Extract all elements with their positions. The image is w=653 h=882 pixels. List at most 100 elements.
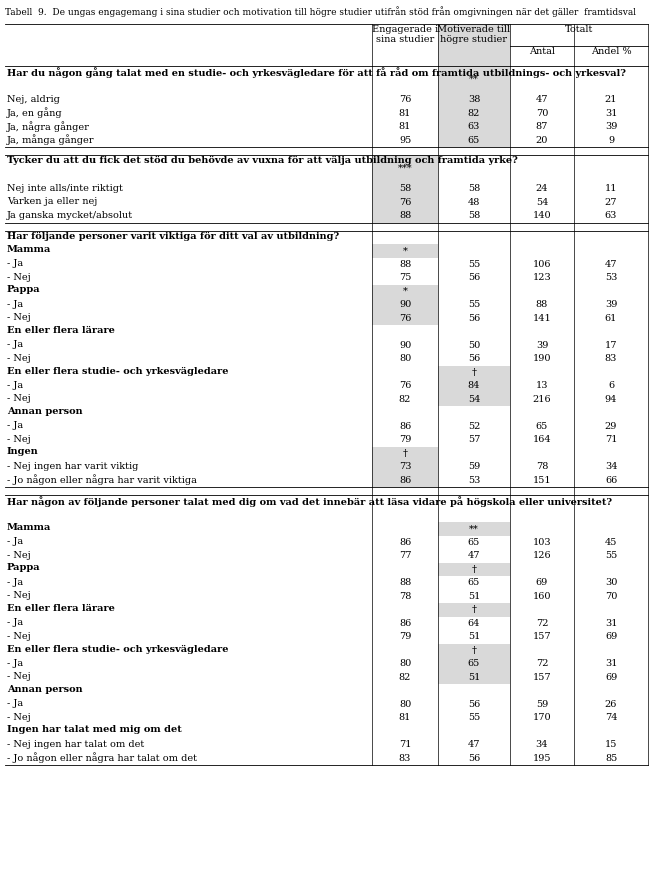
Text: 160: 160 bbox=[533, 592, 551, 601]
Bar bbox=[372, 311, 438, 325]
Bar bbox=[372, 285, 438, 298]
Text: 58: 58 bbox=[468, 184, 480, 193]
Text: En eller flera lärare: En eller flera lärare bbox=[7, 604, 115, 613]
Text: 216: 216 bbox=[533, 395, 551, 404]
Text: 69: 69 bbox=[605, 673, 617, 682]
Text: 39: 39 bbox=[605, 123, 617, 131]
Text: 55: 55 bbox=[468, 260, 480, 269]
Bar bbox=[372, 446, 438, 460]
Bar bbox=[438, 24, 510, 66]
Text: - Nej ingen har talat om det: - Nej ingen har talat om det bbox=[7, 740, 144, 749]
Text: 70: 70 bbox=[536, 108, 548, 118]
Text: 83: 83 bbox=[399, 754, 411, 763]
Text: 126: 126 bbox=[533, 551, 551, 560]
Text: 65: 65 bbox=[468, 659, 480, 669]
Text: Ja, några gånger: Ja, några gånger bbox=[7, 121, 90, 131]
Bar bbox=[438, 657, 510, 670]
Text: 54: 54 bbox=[536, 198, 548, 206]
Text: 141: 141 bbox=[533, 314, 551, 323]
Text: Mamma: Mamma bbox=[7, 245, 52, 254]
Text: 157: 157 bbox=[533, 673, 551, 682]
Text: Har följande personer varit viktiga för ditt val av utbildning?: Har följande personer varit viktiga för … bbox=[7, 231, 340, 241]
Text: 13: 13 bbox=[535, 381, 549, 390]
Text: 34: 34 bbox=[605, 462, 617, 471]
Text: 69: 69 bbox=[536, 579, 548, 587]
Text: - Ja: - Ja bbox=[7, 578, 23, 587]
Bar bbox=[372, 182, 438, 196]
Text: 79: 79 bbox=[399, 632, 411, 641]
Text: 55: 55 bbox=[605, 551, 617, 560]
Text: 59: 59 bbox=[536, 699, 548, 709]
Bar bbox=[438, 670, 510, 684]
Text: 26: 26 bbox=[605, 699, 617, 709]
Bar bbox=[438, 365, 510, 379]
Text: 82: 82 bbox=[399, 673, 411, 682]
Text: 74: 74 bbox=[605, 714, 617, 722]
Text: 83: 83 bbox=[605, 355, 617, 363]
Text: **: ** bbox=[469, 75, 479, 84]
Text: Nej inte alls/inte riktigt: Nej inte alls/inte riktigt bbox=[7, 183, 123, 193]
Text: 86: 86 bbox=[399, 538, 411, 547]
Bar bbox=[372, 460, 438, 474]
Text: 47: 47 bbox=[535, 95, 549, 104]
Text: - Nej: - Nej bbox=[7, 713, 31, 721]
Text: 65: 65 bbox=[536, 422, 548, 430]
Bar bbox=[438, 392, 510, 406]
Text: - Nej: - Nej bbox=[7, 550, 31, 560]
Text: 88: 88 bbox=[399, 260, 411, 269]
Text: 51: 51 bbox=[468, 632, 480, 641]
Text: 39: 39 bbox=[605, 300, 617, 310]
Text: *: * bbox=[402, 287, 407, 295]
Text: Tabell  9.  De ungas engagemang i sina studier och motivation till högre studier: Tabell 9. De ungas engagemang i sina stu… bbox=[5, 6, 636, 17]
Text: 195: 195 bbox=[533, 754, 551, 763]
Text: 17: 17 bbox=[605, 340, 617, 350]
Text: 48: 48 bbox=[468, 198, 480, 206]
Text: 11: 11 bbox=[605, 184, 617, 193]
Text: En eller flera studie- och yrkesvägledare: En eller flera studie- och yrkesvägledar… bbox=[7, 367, 229, 376]
Text: 76: 76 bbox=[399, 381, 411, 390]
Text: 86: 86 bbox=[399, 619, 411, 628]
Text: 78: 78 bbox=[399, 592, 411, 601]
Bar bbox=[438, 379, 510, 392]
Text: - Ja: - Ja bbox=[7, 659, 23, 668]
Text: 54: 54 bbox=[468, 395, 480, 404]
Text: 47: 47 bbox=[468, 551, 480, 560]
Text: - Nej: - Nej bbox=[7, 354, 31, 363]
Text: Andel %: Andel % bbox=[591, 47, 631, 56]
Text: Pappa: Pappa bbox=[7, 564, 40, 572]
Text: Engagerade i
sina studier: Engagerade i sina studier bbox=[372, 25, 438, 44]
Text: †: † bbox=[471, 564, 477, 574]
Text: - Ja: - Ja bbox=[7, 618, 23, 627]
Text: 20: 20 bbox=[536, 136, 548, 145]
Bar bbox=[438, 522, 510, 535]
Text: 53: 53 bbox=[468, 475, 480, 485]
Text: - Jo någon eller några har talat om det: - Jo någon eller några har talat om det bbox=[7, 752, 197, 763]
Text: Varken ja eller nej: Varken ja eller nej bbox=[7, 198, 97, 206]
Text: 88: 88 bbox=[536, 300, 548, 310]
Text: Mamma: Mamma bbox=[7, 523, 52, 532]
Text: 58: 58 bbox=[468, 212, 480, 220]
Text: 65: 65 bbox=[468, 579, 480, 587]
Text: 71: 71 bbox=[605, 435, 617, 445]
Text: Pappa: Pappa bbox=[7, 286, 40, 295]
Text: Nej, aldrig: Nej, aldrig bbox=[7, 94, 60, 104]
Text: 56: 56 bbox=[468, 355, 480, 363]
Text: †: † bbox=[471, 605, 477, 614]
Text: En eller flera studie- och yrkesvägledare: En eller flera studie- och yrkesvägledar… bbox=[7, 645, 229, 654]
Text: 53: 53 bbox=[605, 273, 617, 282]
Text: Ja, en gång: Ja, en gång bbox=[7, 108, 63, 118]
Text: 30: 30 bbox=[605, 579, 617, 587]
Text: †: † bbox=[471, 368, 477, 377]
Text: 27: 27 bbox=[605, 198, 617, 206]
Text: - Nej: - Nej bbox=[7, 273, 31, 281]
Text: 59: 59 bbox=[468, 462, 480, 471]
Text: 29: 29 bbox=[605, 422, 617, 430]
Text: 94: 94 bbox=[605, 395, 617, 404]
Text: 123: 123 bbox=[533, 273, 551, 282]
Text: 76: 76 bbox=[399, 198, 411, 206]
Text: 55: 55 bbox=[468, 714, 480, 722]
Text: 164: 164 bbox=[533, 435, 551, 445]
Text: - Nej: - Nej bbox=[7, 394, 31, 403]
Text: 38: 38 bbox=[468, 95, 480, 104]
Text: 77: 77 bbox=[399, 551, 411, 560]
